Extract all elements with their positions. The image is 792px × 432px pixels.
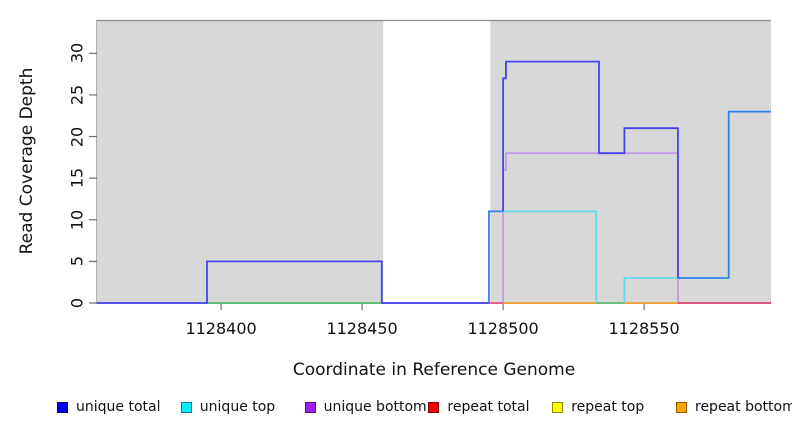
legend-swatch-icon	[676, 401, 687, 413]
legend-label: repeat bottom	[695, 399, 792, 415]
legend-swatch-icon	[552, 401, 564, 413]
y-tick-label: 20	[67, 126, 87, 147]
y-tick-label: 30	[67, 43, 87, 64]
legend-item: repeat total	[428, 398, 529, 416]
series-segment-unique-total-main-2	[502, 60, 679, 278]
legend-swatch-icon	[180, 401, 192, 413]
x-tick-label: 1128450	[326, 319, 398, 338]
legend-label: unique top	[199, 399, 276, 415]
series-segment-unique-top-visible-1	[503, 210, 598, 303]
legend-swatch-icon	[428, 401, 440, 413]
no-data-gap	[383, 21, 491, 303]
x-tick-label: 1128500	[467, 319, 539, 338]
legend-item: unique total	[57, 398, 160, 416]
legend-label: unique total	[76, 399, 161, 415]
legend-item: unique bottom	[304, 398, 427, 416]
x-axis-title: Coordinate in Reference Genome	[292, 360, 576, 380]
y-tick-label: 10	[67, 209, 87, 230]
series-segment-unique-total-overlap-1	[488, 210, 504, 303]
legend-label: repeat top	[571, 399, 645, 415]
y-tick-label: 5	[67, 256, 87, 267]
y-axis-title: Read Coverage Depth	[17, 67, 37, 255]
series-segment-unique-top-visible-2	[623, 277, 678, 303]
x-tick-label: 1128400	[185, 319, 257, 338]
legend-item: unique top	[180, 398, 276, 416]
legend-item: repeat top	[552, 398, 644, 416]
series-segment-unique-total-main-1	[97, 260, 489, 304]
y-tick-label: 0	[67, 297, 87, 309]
y-tick-label: 25	[67, 84, 87, 106]
y-tick-label: 15	[67, 167, 87, 189]
series-segment-unique-total-overlap-2	[677, 110, 771, 279]
legend-item: repeat bottom	[676, 398, 792, 416]
legend-swatch-icon	[57, 401, 68, 413]
legend-swatch-icon	[304, 401, 316, 413]
legend-label: repeat total	[447, 399, 530, 415]
legend-label: unique bottom	[323, 399, 427, 415]
x-tick-label: 1128550	[608, 319, 680, 338]
